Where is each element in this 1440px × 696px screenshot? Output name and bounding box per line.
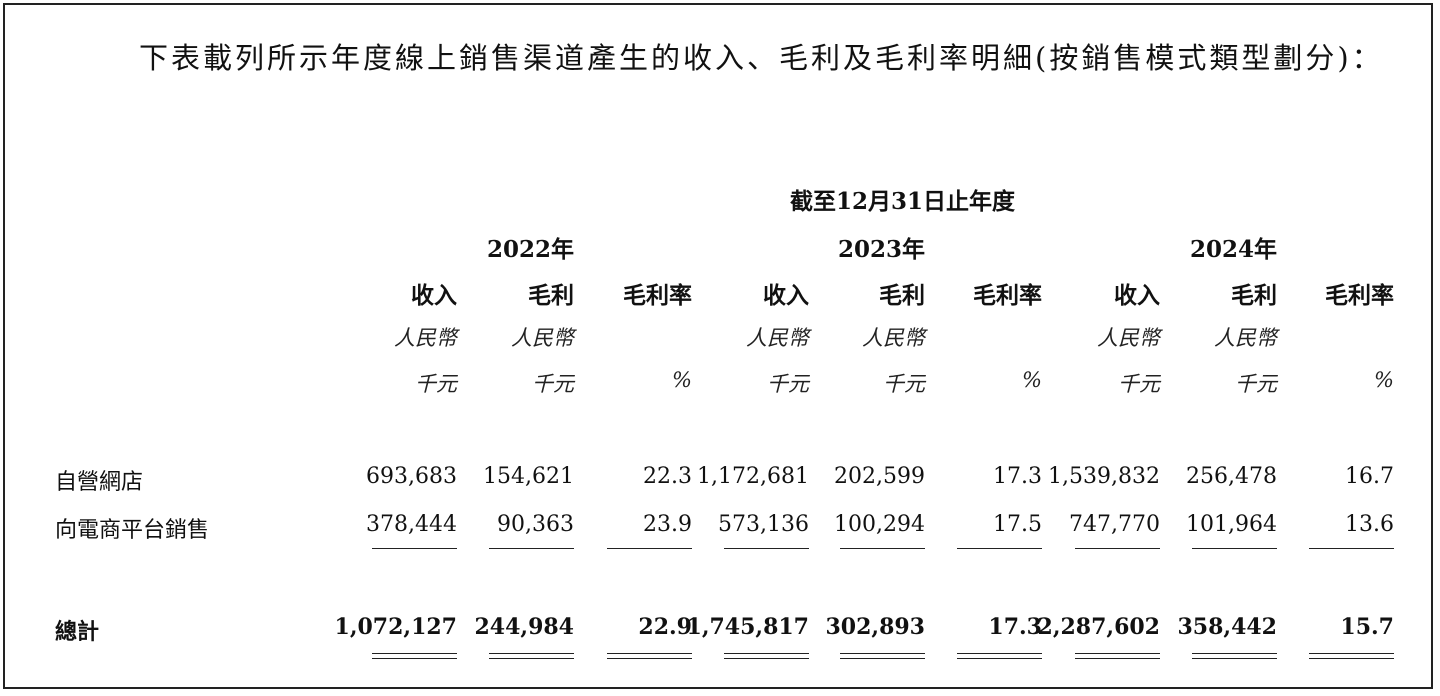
unit-label: % — [672, 368, 692, 392]
total-cell: 1,745,817 — [686, 614, 809, 640]
subtotal-rule — [840, 548, 925, 549]
table-cell: 1,539,832 — [1048, 464, 1160, 489]
total-cell: 302,893 — [825, 614, 925, 640]
subtotal-rule — [607, 548, 692, 549]
total-cell: 22.9 — [638, 614, 692, 640]
column-header: 毛利率 — [1325, 282, 1394, 309]
total-double-rule — [489, 653, 574, 659]
table-cell: 1,172,681 — [697, 464, 809, 489]
subtotal-rule — [489, 548, 574, 549]
total-double-rule — [1309, 653, 1394, 659]
column-header: 毛利率 — [973, 282, 1042, 309]
subtotal-rule — [724, 548, 809, 549]
total-double-rule — [372, 653, 457, 659]
table-cell: 202,599 — [834, 464, 925, 489]
column-header: 收入 — [411, 282, 457, 309]
table-cell: 16.7 — [1345, 464, 1394, 489]
column-header: 毛利率 — [623, 282, 692, 309]
total-double-rule — [840, 653, 925, 659]
unit-label: 千元 — [883, 372, 925, 396]
column-header: 毛利 — [528, 282, 574, 309]
table-cell: 23.9 — [643, 512, 692, 537]
table-cell: 17.3 — [993, 464, 1042, 489]
currency-label: 人民幣 — [746, 326, 809, 350]
unit-label: 千元 — [1118, 372, 1160, 396]
table-cell: 101,964 — [1186, 512, 1277, 537]
currency-label: 人民幣 — [1097, 326, 1160, 350]
total-cell: 17.3 — [988, 614, 1042, 640]
table-cell: 90,363 — [497, 512, 574, 537]
column-header: 毛利 — [1231, 282, 1277, 309]
table-cell: 13.6 — [1345, 512, 1394, 537]
table-cell: 693,683 — [366, 464, 457, 489]
currency-label: 人民幣 — [1214, 326, 1277, 350]
total-cell: 2,287,602 — [1037, 614, 1160, 640]
table-cell: 17.5 — [993, 512, 1042, 537]
total-cell: 1,072,127 — [334, 614, 457, 640]
total-cell: 244,984 — [474, 614, 574, 640]
subtotal-rule — [1309, 548, 1394, 549]
currency-label: 人民幣 — [862, 326, 925, 350]
row-label: 自營網店 — [55, 470, 144, 495]
table-cell: 378,444 — [366, 512, 457, 537]
currency-label: 人民幣 — [394, 326, 457, 350]
year-header: 2024年 — [1189, 236, 1277, 263]
column-header: 毛利 — [879, 282, 925, 309]
subtotal-rule — [957, 548, 1042, 549]
total-double-rule — [724, 653, 809, 659]
year-header: 2023年 — [837, 236, 925, 263]
total-double-rule — [607, 653, 692, 659]
table-cell: 573,136 — [718, 512, 809, 537]
column-header: 收入 — [1114, 282, 1160, 309]
table-cell: 154,621 — [483, 464, 574, 489]
table-cell: 747,770 — [1069, 512, 1160, 537]
currency-label: 人民幣 — [511, 326, 574, 350]
subtotal-rule — [1192, 548, 1277, 549]
row-label: 向電商平台銷售 — [55, 518, 210, 543]
period-header: 截至12月31日止年度 — [790, 188, 1016, 215]
subtotal-rule — [372, 548, 457, 549]
unit-label: % — [1374, 368, 1394, 392]
subtotal-rule — [1075, 548, 1160, 549]
table-cell: 22.3 — [643, 464, 692, 489]
total-double-rule — [957, 653, 1042, 659]
column-header: 收入 — [763, 282, 809, 309]
total-double-rule — [1075, 653, 1160, 659]
unit-label: 千元 — [415, 372, 457, 396]
document-frame — [3, 3, 1433, 689]
unit-label: 千元 — [1235, 372, 1277, 396]
unit-label: 千元 — [532, 372, 574, 396]
total-cell: 15.7 — [1340, 614, 1394, 640]
year-header: 2022年 — [486, 236, 574, 263]
intro-paragraph: 下表載列所示年度線上銷售渠道產生的收入、毛利及毛利率明細(按銷售模式類型劃分)： — [139, 41, 1384, 75]
table-cell: 100,294 — [834, 512, 925, 537]
unit-label: 千元 — [767, 372, 809, 396]
unit-label: % — [1022, 368, 1042, 392]
total-cell: 358,442 — [1177, 614, 1277, 640]
table-cell: 256,478 — [1186, 464, 1277, 489]
total-double-rule — [1192, 653, 1277, 659]
total-label: 總計 — [55, 619, 100, 645]
